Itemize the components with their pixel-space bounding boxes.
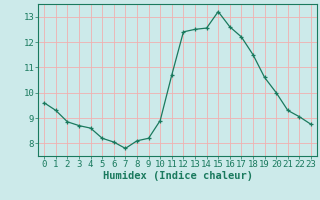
X-axis label: Humidex (Indice chaleur): Humidex (Indice chaleur) — [103, 171, 252, 181]
